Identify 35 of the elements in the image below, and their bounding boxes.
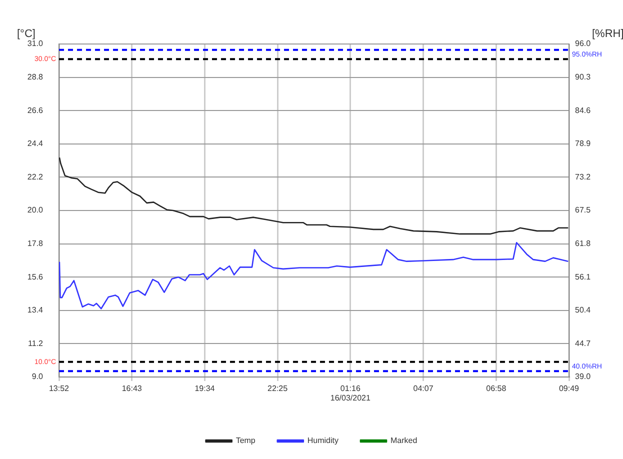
y-tick-label: 26.6 (27, 106, 44, 115)
x-tick-label: 01:16 16/03/2021 (330, 384, 371, 403)
y-tick-label: 24.4 (27, 139, 44, 148)
y-tick-label: 9.0 (32, 372, 44, 382)
y2-tick-label: 73.2 (575, 172, 592, 182)
y-tick-label: 11.2 (28, 338, 44, 348)
legend-label: Temp (236, 436, 256, 446)
x-tick-label: 16:43 (122, 384, 142, 394)
y2-tick-label: 44.7 (575, 338, 592, 348)
y2-tick-label: 50.4 (575, 306, 592, 315)
y2-tick-label: 84.6 (575, 106, 592, 115)
x-tick-label: 04:07 (413, 384, 434, 394)
y-tick-label: 17.8 (27, 239, 44, 248)
y-tick-label: 31.0 (27, 39, 44, 48)
legend-label: Marked (390, 436, 418, 446)
y-tick-label: 28.8 (27, 72, 44, 82)
y-tick-label: 13.4 (27, 306, 44, 315)
legend-label: Humidity (307, 436, 339, 446)
x-tick-label: 19:34 (194, 384, 216, 394)
x-tick-label: 13:52 (48, 384, 70, 394)
y2-axis-title: [%RH] (592, 28, 623, 40)
y2-tick-label: 78.9 (575, 139, 592, 148)
x-tick-label: 06:58 (486, 384, 507, 394)
x-tick-label: 22:25 (268, 384, 288, 394)
y-tick-label: 20.0 (27, 206, 44, 215)
y2-tick-label: 39.0 (575, 372, 592, 382)
y2-tick-label: 61.8 (575, 239, 592, 248)
y2-tick-label: 90.3 (575, 72, 592, 82)
y2-tick-label: 67.5 (575, 206, 592, 215)
y2-tick-label: 96.0 (575, 39, 592, 48)
y-tick-label: 15.6 (27, 272, 44, 282)
y-axis-title: [°C] (17, 28, 36, 40)
y-tick-label: 22.2 (27, 172, 44, 182)
y2-tick-label: 56.1 (575, 272, 592, 282)
x-tick-label: 09:49 (558, 384, 580, 394)
